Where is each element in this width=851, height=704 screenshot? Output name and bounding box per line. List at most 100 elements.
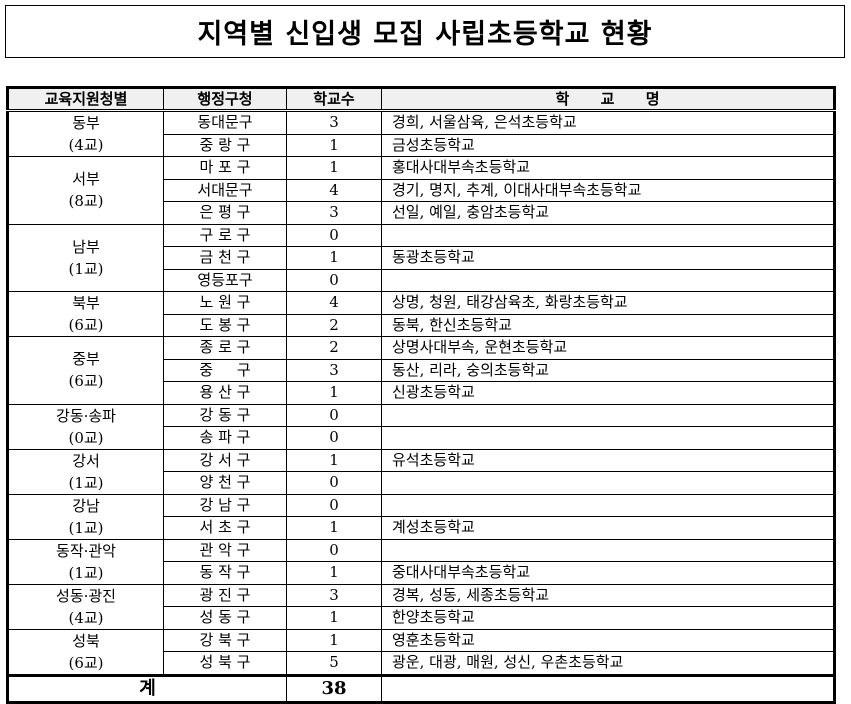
school-names-cell: 한양초등학교	[381, 606, 835, 630]
office-school-count: (4교)	[68, 136, 104, 154]
district-cell: 양 천 구	[163, 471, 287, 495]
table-row: 서대문구 4 경기, 명지, 추계, 이대사대부속초등학교	[8, 178, 835, 202]
district-cell: 강 남 구	[163, 493, 287, 517]
office-cell: 강서 (1교)	[7, 448, 164, 495]
office-name: 남부	[72, 237, 100, 256]
total-value: 38	[286, 673, 382, 703]
table-row: 남부 (1교) 구 로 구 0	[7, 223, 835, 292]
total-empty	[381, 673, 835, 703]
school-count-cell: 4	[286, 291, 382, 315]
school-count-cell: 1	[286, 516, 382, 540]
office-school-count: (0교)	[68, 428, 104, 447]
office-school-count: (8교)	[68, 192, 104, 211]
document-title: 지역별 신입생 모집 사립초등학교 현황	[197, 19, 653, 50]
school-names-cell: 상명사대부속, 운현초등학교	[381, 336, 835, 360]
school-count-cell: 0	[286, 471, 382, 495]
office-school-count: (6교)	[68, 316, 104, 334]
school-names-cell	[381, 471, 835, 495]
office-cell: 동부 (4교)	[7, 110, 164, 157]
header-row: 교육지원청별 행정구청 학교수 학 교 명	[7, 87, 835, 112]
office-cell: 강남 (1교)	[7, 493, 164, 540]
district-cell: 마 포 구	[163, 156, 287, 180]
school-count-cell: 0	[286, 426, 382, 450]
office-cell: 동작·관악 (1교)	[7, 538, 164, 585]
office-school-count: (1교)	[68, 473, 104, 492]
school-count-cell: 2	[286, 313, 382, 337]
school-names-cell	[381, 403, 835, 427]
school-count-cell: 3	[286, 110, 382, 135]
school-names-cell: 선일, 예일, 충암초등학교	[381, 201, 835, 225]
table-row: 동부 (4교) 동대문구 3 경희, 서울삼육, 은석초등학교	[7, 110, 835, 157]
school-count-cell: 1	[286, 628, 382, 652]
office-name: 북부	[72, 294, 100, 312]
school-names-cell: 상명, 청원, 태강삼육초, 화랑초등학교	[381, 291, 835, 315]
office-cell: 서부 (8교)	[7, 156, 164, 225]
school-count-cell: 4	[286, 178, 382, 202]
office-school-count: (6교)	[68, 372, 104, 391]
district-cell: 서 초 구	[163, 516, 287, 540]
school-count-cell: 5	[286, 651, 382, 676]
school-count-cell: 3	[286, 583, 382, 607]
header-school-names: 학 교 명	[381, 87, 835, 112]
office-name: 중부	[72, 350, 100, 369]
school-names-cell: 동북, 한신초등학교	[381, 313, 835, 337]
school-names-cell: 홍대사대부속초등학교	[381, 156, 835, 180]
total-row: 계 38	[7, 673, 835, 703]
district-cell: 구 로 구	[163, 223, 287, 247]
school-names-cell	[381, 538, 835, 562]
office-school-count: (1교)	[68, 563, 104, 582]
school-count-cell: 0	[286, 493, 382, 517]
table-row: 동 작 구 1 중대사대부속초등학교	[8, 561, 835, 585]
school-table: 교육지원청별 행정구청 학교수 학 교 명 동부 (4교) 동대문구 3 경희, 서울삼…	[6, 86, 836, 704]
header-district: 행정구청	[163, 87, 287, 112]
table-row: 서 초 구 1 계성초등학교	[8, 516, 835, 540]
district-cell: 관 악 구	[163, 538, 287, 562]
district-cell: 강 서 구	[163, 448, 287, 472]
school-names-cell: 광운, 대광, 매원, 성신, 우촌초등학교	[381, 651, 835, 676]
district-cell: 도 봉 구	[163, 313, 287, 337]
district-cell: 종 로 구	[163, 336, 287, 360]
school-names-cell	[381, 268, 835, 292]
office-school-count: (1교)	[68, 259, 104, 278]
school-names-cell	[381, 493, 835, 517]
office-cell: 강동·송파 (0교)	[7, 403, 164, 450]
district-cell: 용 산 구	[163, 381, 287, 405]
office-name: 서부	[72, 170, 100, 189]
table-row: 중 랑 구 1 금성초등학교	[8, 133, 835, 157]
header-office: 교육지원청별	[7, 87, 164, 112]
office-name: 동부	[72, 114, 100, 132]
office-name: 강동·송파	[56, 406, 116, 425]
district-cell: 강 북 구	[163, 628, 287, 652]
school-names-cell: 경희, 서울삼육, 은석초등학교	[381, 110, 835, 135]
office-name: 성동·광진	[56, 586, 116, 605]
district-cell: 송 파 구	[163, 426, 287, 450]
header-count: 학교수	[286, 87, 382, 112]
table-row: 서부 (8교) 마 포 구 1 홍대사대부속초등학교	[7, 156, 835, 225]
school-names-cell: 중대사대부속초등학교	[381, 561, 835, 585]
school-names-cell: 경기, 명지, 추계, 이대사대부속초등학교	[381, 178, 835, 202]
school-names-cell: 영훈초등학교	[381, 628, 835, 652]
school-count-cell: 3	[286, 358, 382, 382]
office-school-count: (6교)	[68, 653, 104, 672]
table-body: 동부 (4교) 동대문구 3 경희, 서울삼육, 은석초등학교 중 랑 구 1 금성초등학교 서…	[7, 110, 835, 676]
district-cell: 강 동 구	[163, 403, 287, 427]
office-name: 동작·관악	[56, 541, 116, 560]
office-cell: 북부 (6교)	[7, 291, 164, 337]
school-count-cell: 1	[286, 606, 382, 630]
school-names-cell	[381, 223, 835, 247]
school-names-cell: 금성초등학교	[381, 133, 835, 157]
district-cell: 광 진 구	[163, 583, 287, 607]
school-names-cell	[381, 426, 835, 450]
office-cell: 성동·광진 (4교)	[7, 583, 164, 630]
district-cell: 은 평 구	[163, 201, 287, 225]
table-row: 강서 (1교) 강 서 구 1 유석초등학교	[7, 448, 835, 495]
office-school-count: (1교)	[68, 518, 104, 537]
office-name: 성북	[72, 631, 100, 650]
school-names-cell: 신광초등학교	[381, 381, 835, 405]
school-count-cell: 1	[286, 381, 382, 405]
office-cell: 중부 (6교)	[7, 336, 164, 405]
school-count-cell: 0	[286, 268, 382, 292]
